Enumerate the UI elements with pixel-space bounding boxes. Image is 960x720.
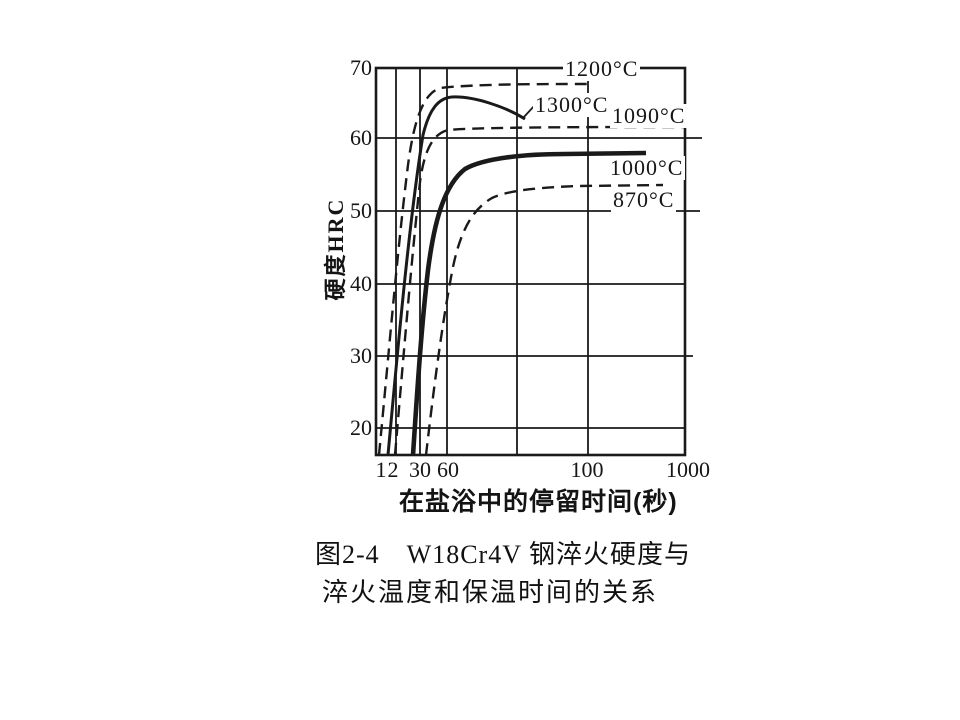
vertical-gridlines [395, 68, 589, 455]
x-axis-title: 在盐浴中的停留时间(秒) [399, 488, 678, 516]
y-tick-70: 70 [350, 55, 372, 80]
curve-label-1000c: 1000°C [608, 155, 686, 180]
y-tick-60: 60 [350, 125, 372, 150]
y-tick-40: 40 [350, 271, 372, 296]
y-tick-20: 20 [350, 415, 372, 440]
x-tick-1: 1 [375, 457, 387, 482]
y-tick-50: 50 [350, 198, 372, 223]
x-tick-1000: 1000 [666, 457, 710, 482]
curve-label-1200c: 1200°C [563, 56, 641, 81]
curve-label-1300c: 1300°C [533, 92, 611, 117]
curve-label-870c: 870°C [611, 187, 677, 212]
figure-caption-line1: 图2-4 W18Cr4V 钢淬火硬度与 [315, 540, 692, 569]
curve-870c [424, 183, 664, 456]
curve-1200c [377, 82, 588, 456]
curve-1000c [410, 150, 647, 456]
curve-label-1090c: 1090°C [610, 103, 688, 128]
x-tick-100: 100 [570, 457, 604, 482]
y-axis-title: 硬度HRC [323, 197, 348, 301]
x-tick-60: 60 [437, 457, 459, 482]
y-tick-30: 30 [350, 343, 372, 368]
x-tick-2: 2 [387, 457, 399, 482]
x-tick-30: 30 [409, 457, 431, 482]
curve-1300c [386, 95, 526, 456]
curve-1090c [393, 125, 685, 456]
figure-caption-line2: 淬火温度和保温时间的关系 [322, 578, 659, 607]
plot-border [374, 66, 687, 457]
